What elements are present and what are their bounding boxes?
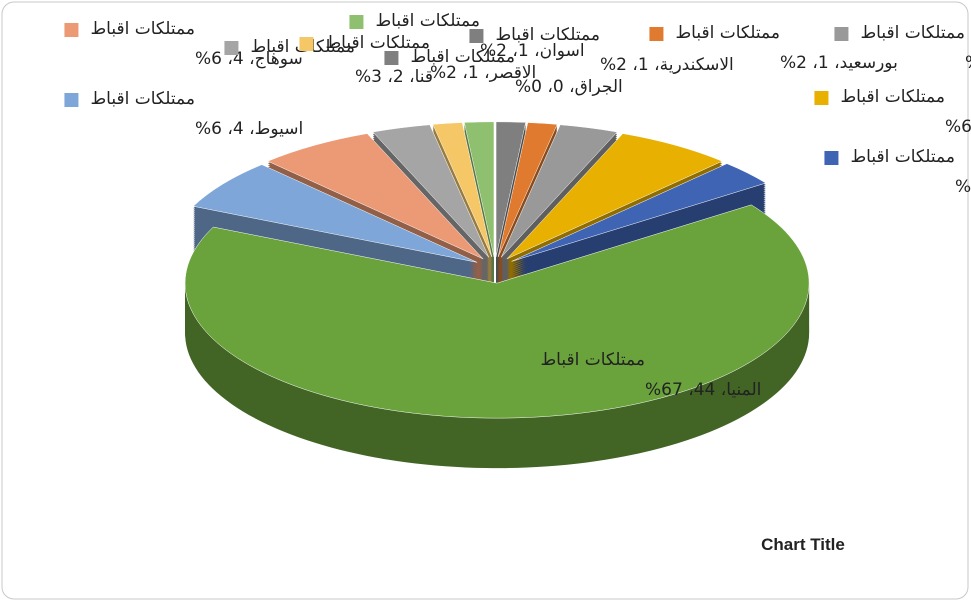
data-label-part: 3%: [965, 53, 971, 73]
data-label-part: 2%: [430, 63, 457, 83]
data-label-series: ممتلكات اقباط: [675, 23, 780, 43]
data-label-part: 2%: [600, 55, 627, 75]
data-label-part: 1: [818, 53, 829, 73]
data-label-part: 4: [233, 49, 244, 69]
data-label: اسيوط، 4، 6%: [195, 119, 303, 139]
data-label-series: ممتلكات اقباط: [495, 25, 600, 45]
label-swatch: [649, 27, 664, 41]
data-label-series: ممتلكات اقباط: [375, 11, 480, 31]
chart-title: Chart Title: [761, 535, 845, 554]
slice: [267, 133, 484, 260]
data-label: الجراق، 0، 0%: [515, 77, 623, 97]
data-label: السويس، 2، 3%: [965, 53, 971, 73]
label-swatch: [384, 51, 399, 65]
data-label-part: 44: [694, 380, 716, 400]
data-label: بورسعيد، 1، 2%: [780, 53, 898, 73]
data-label-series: ممتلكات اقباط: [840, 87, 945, 107]
data-label-part: سوهاج: [255, 49, 303, 69]
data-label-part: 2%: [780, 53, 807, 73]
slice-side: [498, 126, 558, 261]
data-label-part: 2%: [480, 41, 507, 61]
slice: [506, 133, 723, 260]
slice: [432, 122, 493, 258]
data-label-part: اسيوط: [255, 119, 304, 139]
label-swatch: [224, 41, 239, 55]
data-label-part: 1: [468, 63, 479, 83]
slice: [495, 121, 527, 257]
data-label: اسوان، 1، 2%: [480, 41, 585, 61]
data-label-part: اسوان: [540, 41, 585, 61]
slice-side: [498, 128, 558, 263]
data-label-part: 2: [393, 67, 404, 87]
slice-side: [498, 124, 558, 259]
slice: [184, 204, 810, 419]
data-label-part: 6%: [195, 119, 222, 139]
slice: [500, 124, 618, 258]
slice: [497, 122, 558, 258]
label-swatch: [824, 151, 839, 165]
data-label-part: الجراق: [575, 77, 623, 97]
data-label-part: 6%: [195, 49, 222, 69]
label-swatch: [814, 91, 829, 105]
data-label-series: ممتلكات اقباط: [325, 33, 430, 53]
slice: [463, 121, 495, 257]
data-label-part: 3%: [955, 177, 971, 197]
data-label: الفيوم، 4، 6%: [945, 117, 971, 137]
data-label-part: 1: [518, 41, 529, 61]
data-label-part: 67%: [645, 380, 683, 400]
data-label-part: 0%: [515, 77, 542, 97]
data-label-part: 0: [553, 77, 564, 97]
data-label-part: 4: [233, 119, 244, 139]
label-swatch: [514, 354, 529, 368]
data-label-series: ممتلكات اقباط: [410, 47, 515, 67]
slice: [511, 163, 767, 262]
data-label-part: قنا: [415, 67, 433, 87]
data-label: الاقصر، 1، 2%: [430, 63, 536, 83]
data-label-series: ممتلكات اقباط: [90, 19, 195, 39]
data-label-series: ممتلكات اقباط: [860, 23, 965, 43]
slice: [372, 124, 490, 258]
data-label-part: 6%: [945, 117, 971, 137]
data-label-part: 1: [638, 55, 649, 75]
data-label: بنى سويف، 2، 3%: [955, 177, 971, 197]
data-label-part: الاقصر: [489, 63, 537, 83]
slice-side: [432, 124, 492, 259]
data-label-part: الاسكندرية: [660, 55, 734, 75]
data-label: المنيا، 44، 67%: [645, 380, 761, 400]
label-swatch: [299, 37, 314, 51]
data-label: قنا، 2، 3%: [355, 67, 433, 87]
slice-side: [432, 126, 492, 261]
slice-side: [432, 128, 492, 263]
data-label: سوهاج، 4، 6%: [195, 49, 303, 69]
data-label-series: ممتلكات اقباط: [540, 350, 645, 370]
label-swatch: [64, 23, 79, 37]
data-label: الاسكندرية، 1، 2%: [600, 55, 734, 75]
slice: [192, 164, 478, 263]
data-label-series: ممتلكات اقباط: [850, 147, 955, 167]
data-label-part: 3%: [355, 67, 382, 87]
label-swatch: [834, 27, 849, 41]
label-swatch: [469, 29, 484, 43]
label-swatch: [64, 93, 79, 107]
data-label-part: بورسعيد: [840, 53, 898, 73]
data-label-part: المنيا: [726, 380, 761, 400]
label-swatch: [349, 15, 364, 29]
data-label-series: ممتلكات اقباط: [90, 89, 195, 109]
